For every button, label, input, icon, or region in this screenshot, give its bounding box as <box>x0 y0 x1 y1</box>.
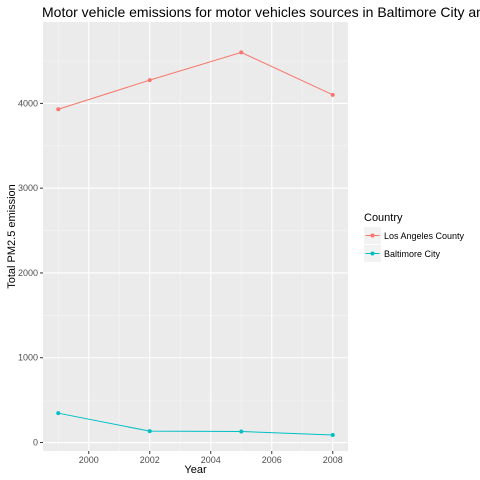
x-tick-label: 2004 <box>201 455 221 465</box>
series-point-1 <box>239 429 244 434</box>
series-point-0 <box>239 50 244 55</box>
legend-label-1: Baltimore City <box>384 249 441 259</box>
y-tick-label: 2000 <box>18 268 38 278</box>
legend-label-0: Los Angeles County <box>384 231 465 241</box>
x-tick-label: 2008 <box>323 455 343 465</box>
y-tick-label: 3000 <box>18 183 38 193</box>
y-tick-label: 0 <box>33 438 38 448</box>
legend-items: Los Angeles County Baltimore City <box>364 227 465 262</box>
grid-major <box>43 22 348 451</box>
plot-panel <box>43 22 348 451</box>
legend-key-point-1 <box>370 251 375 256</box>
series-point-1 <box>330 433 335 438</box>
x-tick-label: 2006 <box>262 455 282 465</box>
x-tick-label: 2002 <box>140 455 160 465</box>
series-line-0 <box>58 51 333 110</box>
grid-minor <box>43 22 348 451</box>
legend-title: Country <box>364 212 403 224</box>
series-line-1 <box>58 412 333 436</box>
series-point-0 <box>330 92 335 97</box>
x-tick-label: 2000 <box>79 455 99 465</box>
series-point-0 <box>147 78 152 83</box>
ticks-layer: 2000 2002 2004 2006 2008 0 1000 2000 3000 4000 <box>18 98 343 465</box>
series-point-0 <box>56 107 61 112</box>
y-tick-label: 1000 <box>18 353 38 363</box>
series-layer <box>56 50 335 438</box>
x-axis-title: Year <box>184 464 207 476</box>
legend: Country Los Angeles County Baltimore City <box>364 212 465 262</box>
y-tick-label: 4000 <box>18 98 38 108</box>
y-axis-title: Total PM2.5 emission <box>6 184 18 289</box>
chart-title: Motor vehicle emissions for motor vehicl… <box>42 4 480 20</box>
series-point-1 <box>147 429 152 434</box>
series-point-1 <box>56 411 61 416</box>
legend-key-point-0 <box>370 233 375 238</box>
